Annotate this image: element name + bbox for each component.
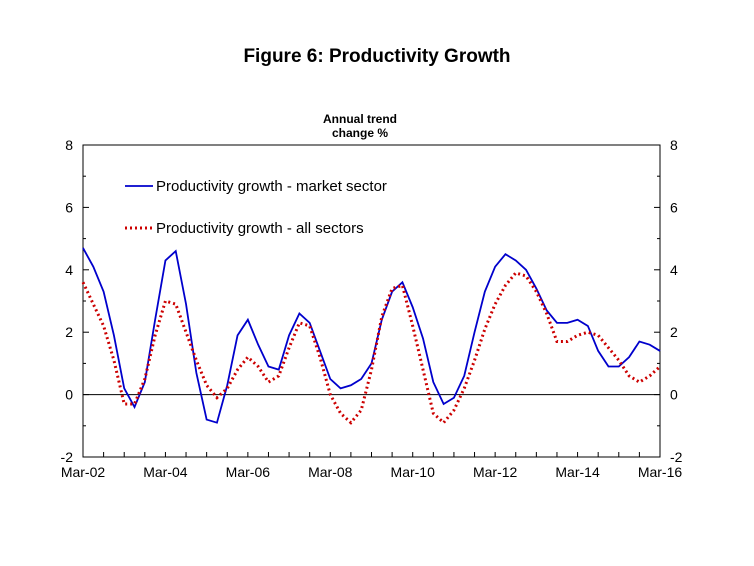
y-tick-label-right: 0 bbox=[670, 387, 678, 403]
y-tick-label-left: 2 bbox=[65, 324, 73, 340]
y-tick-label-left: 8 bbox=[65, 137, 73, 153]
x-tick-label: Mar-16 bbox=[638, 464, 683, 480]
legend-label-1: Productivity growth - market sector bbox=[156, 178, 387, 195]
y-tick-label-left: 4 bbox=[65, 262, 73, 278]
legend: Productivity growth - market sector Produ… bbox=[125, 178, 387, 237]
y-tick-label-right: -2 bbox=[670, 449, 683, 465]
x-tick-label: Mar-08 bbox=[308, 464, 353, 480]
y-tick-label-left: 6 bbox=[65, 199, 73, 215]
series-lines bbox=[81, 247, 662, 425]
x-tick-label: Mar-12 bbox=[473, 464, 518, 480]
y-tick-label-right: 8 bbox=[670, 137, 678, 153]
y-tick-label-right: 2 bbox=[670, 324, 678, 340]
y-tick-label-left: -2 bbox=[61, 449, 74, 465]
y-tick-label-right: 6 bbox=[670, 199, 678, 215]
series-line-1 bbox=[82, 247, 661, 424]
y-tick-label-left: 0 bbox=[65, 387, 73, 403]
series-line-2 bbox=[81, 271, 662, 425]
x-tick-label: Mar-02 bbox=[61, 464, 106, 480]
legend-label-2: Productivity growth - all sectors bbox=[156, 220, 364, 237]
y-unit-label-line1: Annual trend bbox=[323, 112, 397, 126]
x-tick-label: Mar-10 bbox=[391, 464, 436, 480]
y-unit-label-line2: change % bbox=[332, 126, 388, 140]
axes: -2 -2 0 0 2 2 4 4 6 6 8 8 Mar-02 Mar-04 Mar-06 Mar-08 Ma… bbox=[61, 137, 683, 480]
x-tick-label: Mar-14 bbox=[555, 464, 600, 480]
chart-title: Figure 6: Productivity Growth bbox=[243, 46, 511, 67]
x-tick-label: Mar-06 bbox=[226, 464, 271, 480]
x-tick-label: Mar-04 bbox=[143, 464, 188, 480]
y-tick-label-right: 4 bbox=[670, 262, 678, 278]
